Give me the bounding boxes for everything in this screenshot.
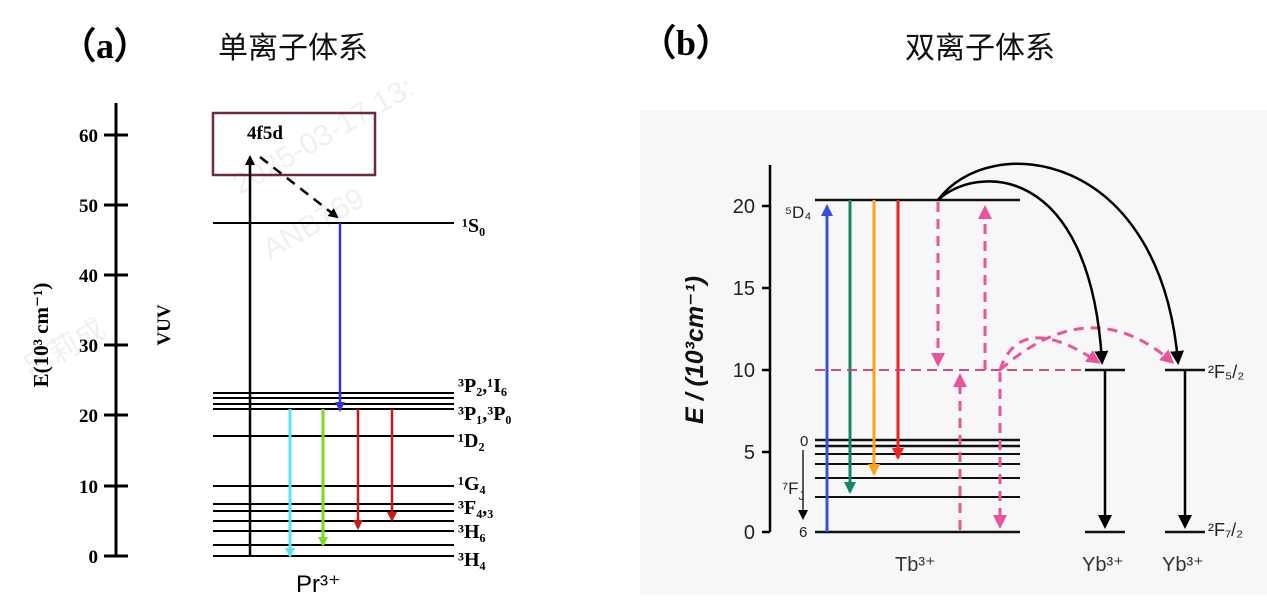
band-4f5d-box xyxy=(211,111,377,177)
label-5D4: ⁵D₄ xyxy=(785,203,811,222)
panel-a-y-ticks xyxy=(104,133,128,558)
panel-b-tick-0: 0 xyxy=(744,522,755,544)
panel-a-tick-0: 0 xyxy=(89,547,99,568)
panel-b-tick-15: 15 xyxy=(733,278,755,300)
panel-a-label: （a） xyxy=(60,26,150,66)
panel-b-y-ticks xyxy=(762,204,770,534)
label-2F52: ²F₅/₂ xyxy=(1208,362,1244,382)
label-7FJ-sub: J xyxy=(799,489,805,503)
panel-a: （a） 单离子体系 0 10 20 30 40 50 60 E(10³ cm⁻¹… xyxy=(29,26,511,598)
pr-ion-label: Pr³⁺ xyxy=(296,571,341,598)
panel-a-tick-30: 30 xyxy=(79,336,98,357)
label-3H6: ³H₆ xyxy=(458,521,486,543)
panel-b-y-axis-label: E / (10³cm⁻¹) xyxy=(681,276,709,424)
panel-b: （b） 双离子体系 0 5 10 15 20 E / (10³cm⁻¹) xyxy=(640,23,1267,595)
yb-ion-label-1: Yb³⁺ xyxy=(1082,554,1124,576)
watermark: ANB769 2025-03-17 13: 吕莉成 xyxy=(17,71,420,386)
label-1S0: ¹S₀ xyxy=(462,215,485,237)
panel-a-tick-40: 40 xyxy=(79,266,98,287)
label-1G4: ¹G₄ xyxy=(458,473,486,495)
label-3P2-1I6: ³P₂,¹I₆ xyxy=(458,375,507,397)
panel-a-title: 单离子体系 xyxy=(218,31,368,66)
label-3H4: ³H₄ xyxy=(458,549,486,571)
tb-ion-label: Tb³⁺ xyxy=(895,554,936,576)
label-j-bottom: 6 xyxy=(799,524,807,541)
transfer-arc-yb1 xyxy=(937,180,1109,365)
panel-b-label: （b） xyxy=(640,23,732,63)
label-j-top: 0 xyxy=(800,433,808,450)
label-1D2: ¹D₂ xyxy=(458,430,484,452)
panel-a-tick-10: 10 xyxy=(79,477,98,498)
transfer-arc-yb2 xyxy=(936,162,1185,365)
panel-a-vuv-label: VUV xyxy=(154,304,175,345)
panel-b-tick-5: 5 xyxy=(744,442,755,464)
label-3F43: ³F₄,₃ xyxy=(458,497,493,519)
cooperative-transitions xyxy=(931,202,1175,530)
panel-b-tick-10: 10 xyxy=(733,360,755,382)
band-4f5d-label: 4f5d xyxy=(247,123,283,144)
panel-b-tick-20: 20 xyxy=(733,196,755,218)
panel-a-tick-60: 60 xyxy=(79,126,98,147)
yb-ion-label-2: Yb³⁺ xyxy=(1162,554,1204,576)
label-2F72: ²F₇/₂ xyxy=(1208,520,1243,540)
label-3P1-3P0: ³P₁,³P₀ xyxy=(458,403,511,425)
energy-transfer-arcs xyxy=(936,162,1185,365)
panel-a-tick-50: 50 xyxy=(79,196,98,217)
panel-a-y-axis-label: E(10³ cm⁻¹) xyxy=(29,283,53,388)
panel-a-tick-20: 20 xyxy=(79,406,98,427)
panel-b-title: 双离子体系 xyxy=(905,31,1055,66)
panel-a-levels xyxy=(213,222,454,557)
label-7FJ: ⁷FJ xyxy=(782,479,805,503)
